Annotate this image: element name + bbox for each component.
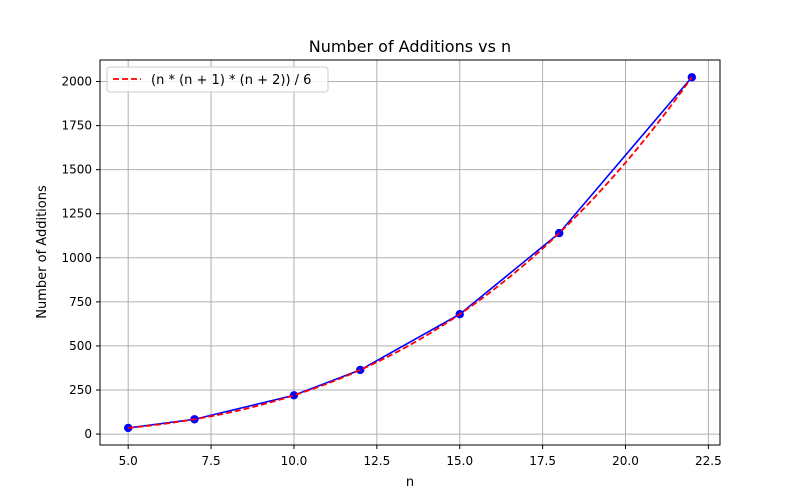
- x-tick-label: 15.0: [446, 454, 473, 468]
- grid: [100, 60, 720, 445]
- x-tick-label: 17.5: [529, 454, 556, 468]
- x-tick-label: 7.5: [202, 454, 221, 468]
- series-layer: [123, 73, 697, 433]
- x-tick-label: 22.5: [695, 454, 722, 468]
- x-tick-label: 20.0: [612, 454, 639, 468]
- measured-data-point: [356, 365, 365, 375]
- y-tick-label: 1500: [61, 163, 92, 177]
- formula-series-line: [128, 76, 693, 429]
- legend: (n * (n + 1) * (n + 2)) / 6: [106, 66, 329, 93]
- y-tick-label: 500: [69, 339, 92, 353]
- legend-entry-label: (n * (n + 1) * (n + 2)) / 6: [151, 73, 311, 88]
- legend-box: [106, 66, 329, 93]
- chart-title: Number of Additions vs n: [309, 37, 511, 56]
- y-tick-label: 750: [69, 295, 92, 309]
- x-tick-label: 12.5: [363, 454, 390, 468]
- y-axis-label: Number of Additions: [35, 185, 50, 319]
- y-tick-label: 0: [84, 427, 92, 441]
- y-tick-label: 1250: [61, 207, 92, 221]
- x-tick-label: 10.0: [281, 454, 308, 468]
- y-tick-label: 250: [69, 383, 92, 397]
- y-tick-label: 1000: [61, 251, 92, 265]
- measured-data-point: [289, 391, 299, 400]
- y-tick-label: 1750: [61, 119, 92, 133]
- x-tick-label: 5.0: [119, 454, 138, 468]
- measured-data-point: [687, 73, 697, 82]
- y-tick-label: 2000: [61, 75, 92, 89]
- tick-layer: 5.0 7.5 10.0 12.5 15.0 17.5 20.0 22.5 0 250 500 750…: [61, 75, 721, 468]
- axes-frame: [99, 59, 721, 446]
- x-axis-label: n: [406, 475, 414, 490]
